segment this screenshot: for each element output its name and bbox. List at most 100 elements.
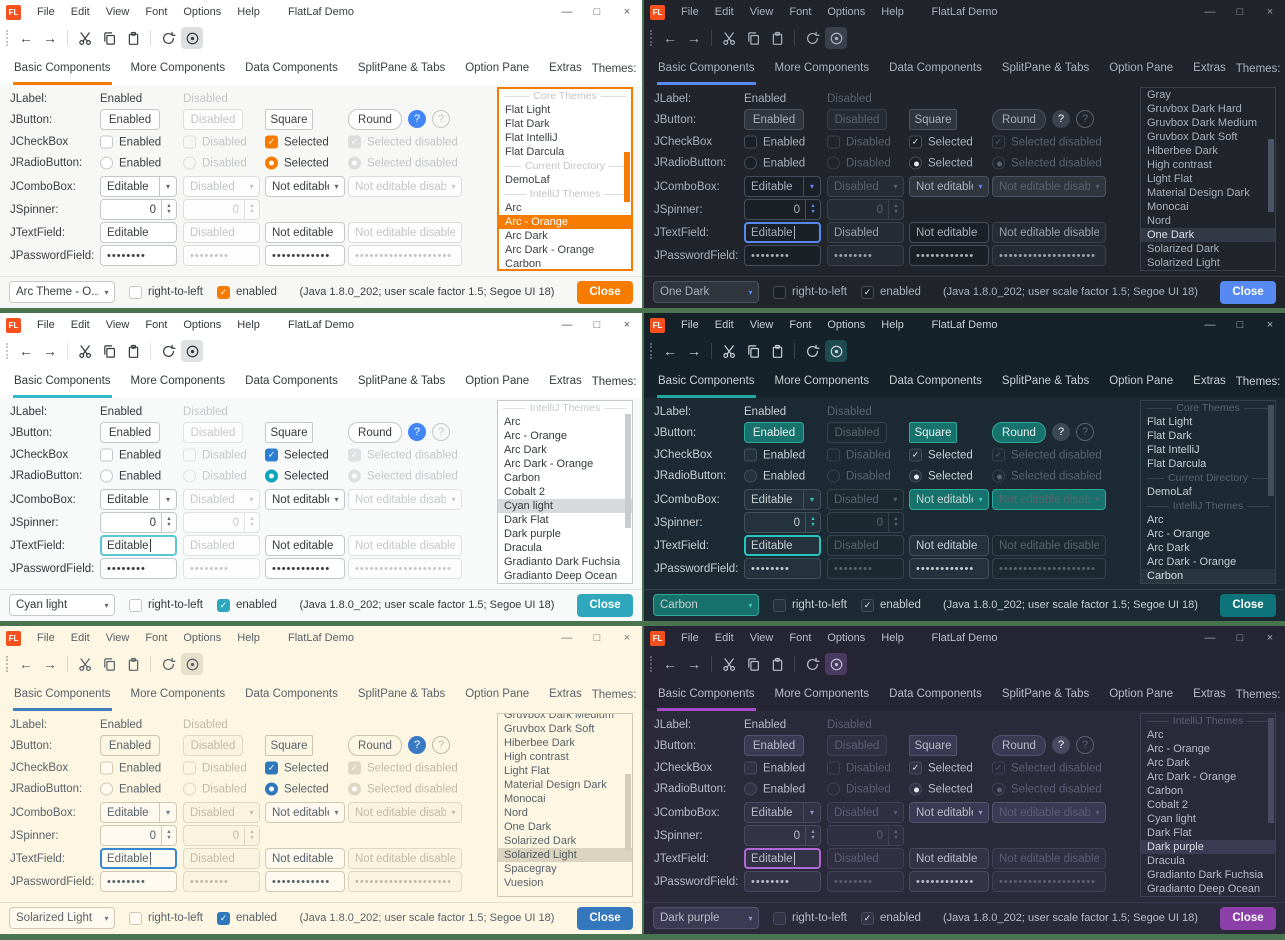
tab-more-components[interactable]: More Components (130, 688, 226, 700)
theme-list-item[interactable]: Cyan light (498, 499, 632, 513)
paste-icon[interactable] (766, 27, 788, 49)
theme-combobox[interactable]: Dark purple ▾ (653, 907, 759, 929)
toolbar-grip[interactable] (650, 343, 652, 359)
checkbox-box[interactable] (773, 598, 786, 612)
checkbox-box[interactable] (100, 135, 113, 149)
checkbox-box[interactable]: ✓ (265, 761, 278, 775)
checkbox-enabled[interactable]: Enabled (100, 448, 161, 462)
maximize-button[interactable]: □ (593, 632, 601, 644)
scrollbar-thumb[interactable] (624, 152, 630, 203)
radio-enabled[interactable]: Enabled (100, 156, 161, 170)
checkbox-box[interactable] (744, 135, 757, 149)
checkbox-enabled[interactable]: Enabled (744, 761, 805, 775)
enabled-button[interactable]: Enabled (100, 735, 160, 756)
theme-list-item[interactable]: Solarized Dark (504, 835, 577, 847)
forward-icon[interactable]: → (687, 343, 701, 359)
maximize-button[interactable]: □ (1236, 632, 1244, 644)
spinner-arrows-icon[interactable]: ▲ ▼ (805, 826, 820, 845)
theme-list-item[interactable]: Cyan light (1147, 813, 1196, 825)
cut-icon[interactable] (718, 27, 740, 49)
radio-selected[interactable]: Selected (909, 469, 973, 483)
theme-list-item[interactable]: Dracula (1147, 855, 1185, 867)
theme-list-item[interactable]: Light Flat (1147, 173, 1193, 185)
radio-selected[interactable]: Selected (909, 782, 973, 796)
theme-list-item[interactable]: Vuesion (504, 877, 544, 889)
theme-list-item[interactable]: Arc (505, 202, 522, 214)
menu-help[interactable]: Help (237, 6, 260, 18)
combobox-not-editable[interactable]: Not editable ▾ (265, 489, 345, 510)
enabled-checkbox[interactable]: ✓ enabled (860, 285, 921, 299)
menu-options[interactable]: Options (183, 6, 222, 18)
theme-list-item[interactable]: Arc - Orange (1147, 743, 1210, 755)
menu-help[interactable]: Help (881, 6, 904, 18)
theme-list-item[interactable]: Dracula (504, 542, 542, 554)
menu-help[interactable]: Help (881, 632, 904, 644)
password-field[interactable]: •••••••• (744, 871, 821, 892)
paste-icon[interactable] (122, 653, 144, 675)
checkbox-selected[interactable]: ✓ Selected (265, 135, 329, 149)
theme-list-item[interactable]: Material Design Dark (1147, 187, 1250, 199)
menu-help[interactable]: Help (237, 632, 260, 644)
checkbox-box[interactable]: ✓ (909, 448, 922, 462)
menu-edit[interactable]: Edit (714, 632, 734, 644)
back-icon[interactable]: ← (19, 656, 33, 672)
menu-file[interactable]: File (681, 632, 699, 644)
radio-circle[interactable] (265, 469, 278, 483)
round-button[interactable]: Round (992, 735, 1046, 756)
textfield-editable[interactable]: Editable (744, 222, 821, 243)
copy-icon[interactable] (742, 340, 764, 362)
close-window-button[interactable]: × (1266, 319, 1274, 331)
checkbox-box[interactable]: ✓ (216, 911, 230, 925)
scrollbar-thumb[interactable] (625, 413, 631, 529)
theme-list-item[interactable]: Dark Flat (504, 514, 549, 526)
theme-list-item[interactable]: Flat Dark (1147, 430, 1192, 442)
textfield-not-editable[interactable]: Not editable (909, 535, 989, 556)
refresh-icon[interactable] (157, 27, 179, 49)
titlebar[interactable]: FL File Edit View Font Options Help Flat… (0, 313, 642, 337)
close-window-button[interactable]: × (1266, 632, 1274, 644)
radio-enabled[interactable]: Enabled (744, 156, 805, 170)
textfield-editable[interactable]: Editable (744, 848, 821, 869)
themes-list[interactable]: IntelliJ Themes Arc Arc - Orange Arc Dark Ar… (497, 400, 633, 584)
tab-option-pane[interactable]: Option Pane (1109, 688, 1174, 700)
spinner-enabled[interactable]: 0 ▲ ▼ (100, 825, 177, 846)
tab-basic-components[interactable]: Basic Components (4, 365, 121, 398)
tab-option-pane[interactable]: Option Pane (465, 688, 530, 700)
paste-icon[interactable] (122, 340, 144, 362)
theme-list-item[interactable]: Carbon (505, 258, 542, 270)
tab-data-components[interactable]: Data Components (245, 688, 338, 700)
scrollbar-thumb[interactable] (1268, 717, 1274, 824)
refresh-icon[interactable] (801, 340, 823, 362)
close-button[interactable]: Close (577, 906, 633, 930)
copy-icon[interactable] (742, 27, 764, 49)
right-to-left-checkbox[interactable]: right-to-left (129, 911, 203, 925)
checkbox-enabled[interactable]: Enabled (100, 761, 161, 775)
password-field[interactable]: •••••••• (744, 558, 821, 579)
checkbox-box[interactable]: ✓ (860, 285, 874, 299)
theme-list-item[interactable]: Gruvbox Dark Hard (1147, 103, 1242, 115)
tab-basic-components[interactable]: Basic Components (648, 678, 765, 711)
menu-view[interactable]: View (105, 6, 130, 18)
theme-list-item[interactable]: Gruvbox Dark Soft (504, 723, 595, 735)
toolbar-grip[interactable] (6, 656, 8, 672)
close-button[interactable]: Close (577, 593, 633, 617)
tab-data-components[interactable]: Data Components (889, 688, 982, 700)
theme-list-item[interactable]: Gradianto Deep Ocean (1147, 883, 1261, 895)
round-button[interactable]: Round (348, 109, 402, 130)
menu-options[interactable]: Options (183, 632, 222, 644)
theme-list-item[interactable]: Gruvbox Dark Medium (1147, 117, 1258, 129)
maximize-button[interactable]: □ (1236, 319, 1244, 331)
password-field[interactable]: •••••••• (100, 871, 177, 892)
tab-basic-components[interactable]: Basic Components (648, 52, 765, 85)
theme-list-item[interactable]: Gradianto Dark Fuchsia (504, 556, 621, 568)
checkbox-box[interactable] (129, 285, 142, 299)
theme-list-item[interactable]: Light Flat (504, 765, 550, 777)
theme-list-item[interactable]: Carbon (1147, 785, 1184, 797)
theme-list-item[interactable]: Arc - Orange (499, 215, 631, 229)
back-icon[interactable]: ← (663, 343, 677, 359)
show-hidden-eye-icon[interactable] (825, 653, 847, 675)
combobox-not-editable[interactable]: Not editable ▾ (909, 489, 989, 510)
copy-icon[interactable] (98, 340, 120, 362)
textfield-editable[interactable]: Editable (100, 535, 177, 556)
spinner-enabled[interactable]: 0 ▲ ▼ (744, 825, 821, 846)
